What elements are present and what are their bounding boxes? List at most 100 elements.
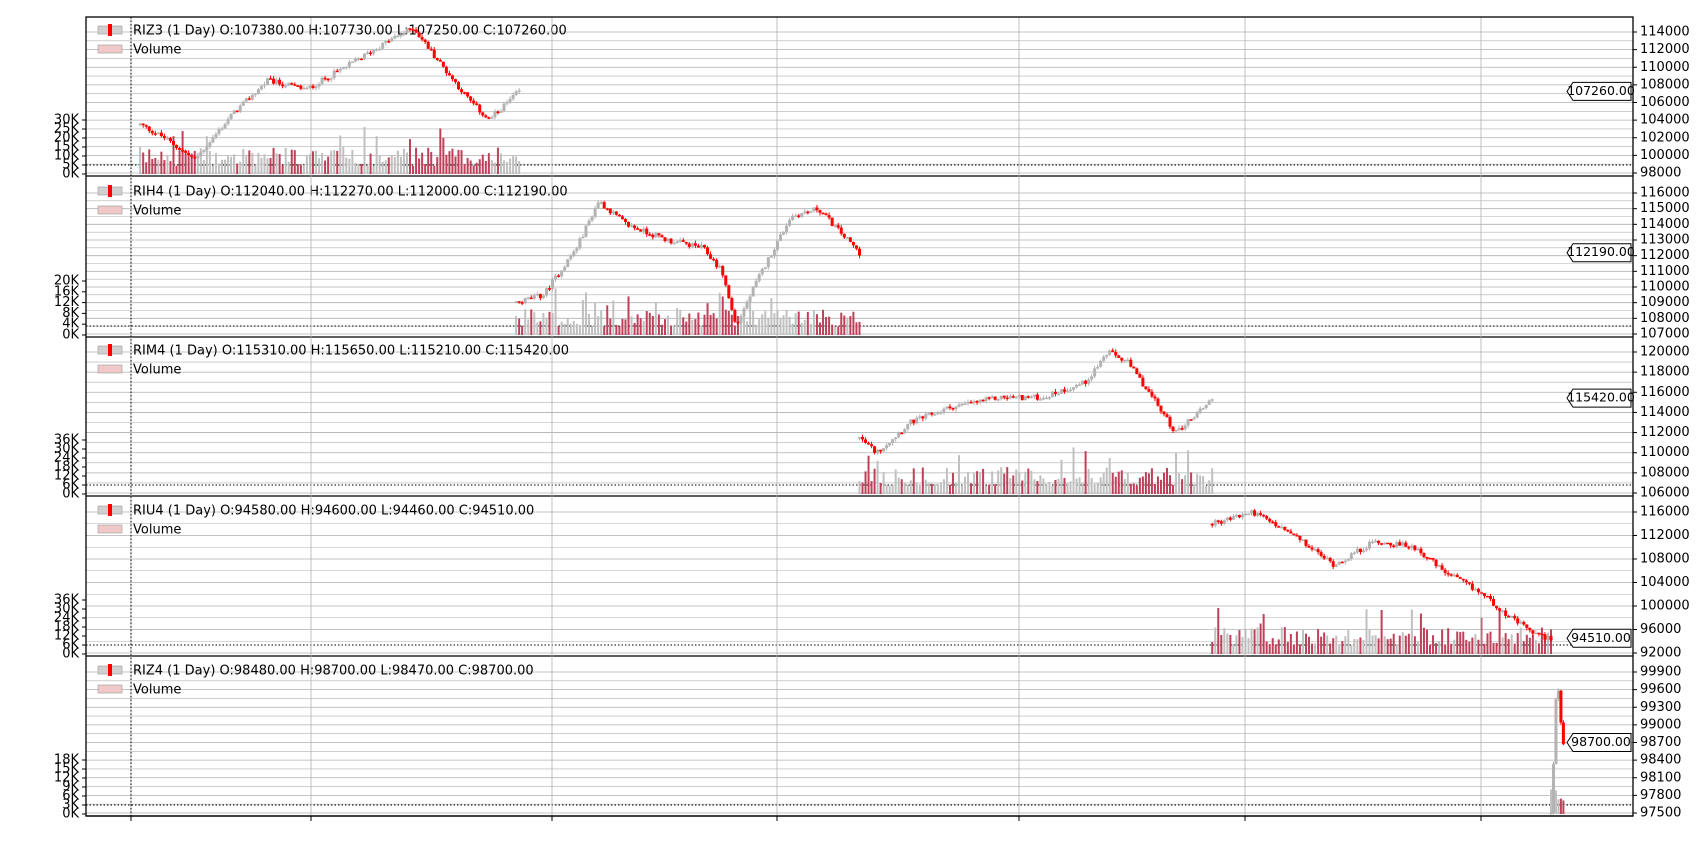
volume-bar [1102, 473, 1105, 494]
volume-tick-label: 0K [62, 328, 79, 343]
price-tick-label: 98100 [1640, 770, 1681, 785]
volume-bar [1063, 477, 1066, 494]
volume-bar [788, 316, 791, 335]
candle-body [256, 89, 260, 94]
volume-bar [1323, 632, 1326, 654]
last-price-tag [1566, 243, 1632, 263]
volume-bar [843, 315, 846, 335]
volume-bar [1117, 471, 1120, 494]
candle-body [1501, 610, 1505, 613]
candle-body [320, 77, 324, 84]
volume-bar [1554, 790, 1557, 814]
candle-body [1352, 552, 1356, 555]
candle-body [730, 298, 734, 310]
volume-bar [211, 165, 214, 174]
price-tick-label: 112000 [1640, 42, 1690, 57]
candle-body [1253, 510, 1257, 516]
candle-body [290, 83, 294, 85]
volume-bar [399, 156, 402, 174]
candle-body [918, 416, 922, 418]
volume-bar [991, 471, 994, 494]
candle-body [405, 28, 409, 33]
candle-body [223, 123, 227, 129]
candle-body [1556, 690, 1560, 700]
candle-body [1404, 542, 1408, 547]
candle-body [1008, 396, 1012, 399]
volume-bar [499, 153, 502, 174]
volume-bar [730, 314, 733, 335]
candle-body [975, 401, 979, 403]
candle-body [375, 49, 379, 51]
candle-body [1482, 593, 1486, 596]
volume-bar [1435, 643, 1438, 654]
candle-body [350, 61, 354, 64]
volume-bar [351, 149, 354, 174]
candle-body [1237, 515, 1241, 518]
volume-bar [363, 126, 366, 174]
candle-body [660, 235, 664, 238]
candle-body [957, 404, 961, 407]
candle-body [226, 119, 230, 124]
candle-body [1537, 632, 1541, 635]
volume-bar [1550, 629, 1553, 654]
volume-bar [1557, 799, 1560, 814]
volume-bar [770, 298, 773, 335]
candle-body [1114, 352, 1118, 356]
volume-bar [897, 477, 900, 494]
candle-body [587, 220, 591, 226]
volume-bar [1202, 476, 1205, 494]
volume-legend-label: Volume [133, 43, 181, 58]
volume-bar [1359, 637, 1362, 654]
volume-bar [1123, 479, 1126, 494]
candle-body [196, 156, 200, 159]
volume-bar [1111, 472, 1114, 494]
candle-body [450, 75, 454, 80]
candle-body [1371, 541, 1375, 543]
volume-bar [1250, 628, 1253, 654]
volume-legend-label: Volume [133, 683, 181, 698]
candle-body [208, 142, 212, 147]
volume-bar [1211, 468, 1214, 494]
candle-body [259, 85, 263, 90]
volume-bar [736, 316, 739, 335]
volume-bar [1338, 644, 1341, 654]
candle-body [1168, 417, 1172, 427]
volume-bar [849, 316, 852, 335]
candle-body [1219, 521, 1223, 524]
volume-tick-label: 36K [54, 433, 80, 448]
volume-bar [321, 152, 324, 174]
volume-bar [864, 471, 867, 494]
candle-body [870, 444, 874, 447]
volume-bar [466, 158, 469, 174]
candle-body [1138, 374, 1142, 378]
candle-body [1075, 384, 1079, 388]
volume-bar [1105, 467, 1108, 494]
candle-body [666, 238, 670, 241]
candle-body [1392, 545, 1396, 547]
price-tick-label: 104000 [1640, 575, 1690, 590]
price-tick-label: 114000 [1640, 405, 1690, 420]
candle-body [1056, 393, 1060, 396]
volume-bar [861, 482, 864, 494]
volume-bar [560, 321, 563, 335]
volume-bar [1114, 476, 1117, 494]
candle-body [1334, 564, 1338, 567]
candle-body [1461, 578, 1465, 581]
candle-body [1434, 559, 1438, 567]
volume-bar [1021, 480, 1024, 494]
volume-bar [336, 150, 339, 174]
volume-bar [184, 153, 187, 174]
candle-body [736, 321, 740, 324]
volume-bar [242, 149, 245, 174]
candle-body [900, 432, 904, 435]
candle-body [791, 215, 795, 220]
candle-body [996, 399, 1000, 401]
price-tick-label: 108000 [1640, 552, 1690, 567]
volume-bar [645, 311, 648, 335]
volume-bar [776, 310, 779, 335]
candle-body [1292, 533, 1296, 536]
volume-bar [1169, 475, 1172, 494]
volume-bar [572, 320, 575, 335]
panel-header-ohlc: RIZ4 (1 Day) O:98480.00 H:98700.00 L:984… [133, 664, 534, 679]
candle-body [1222, 520, 1226, 524]
